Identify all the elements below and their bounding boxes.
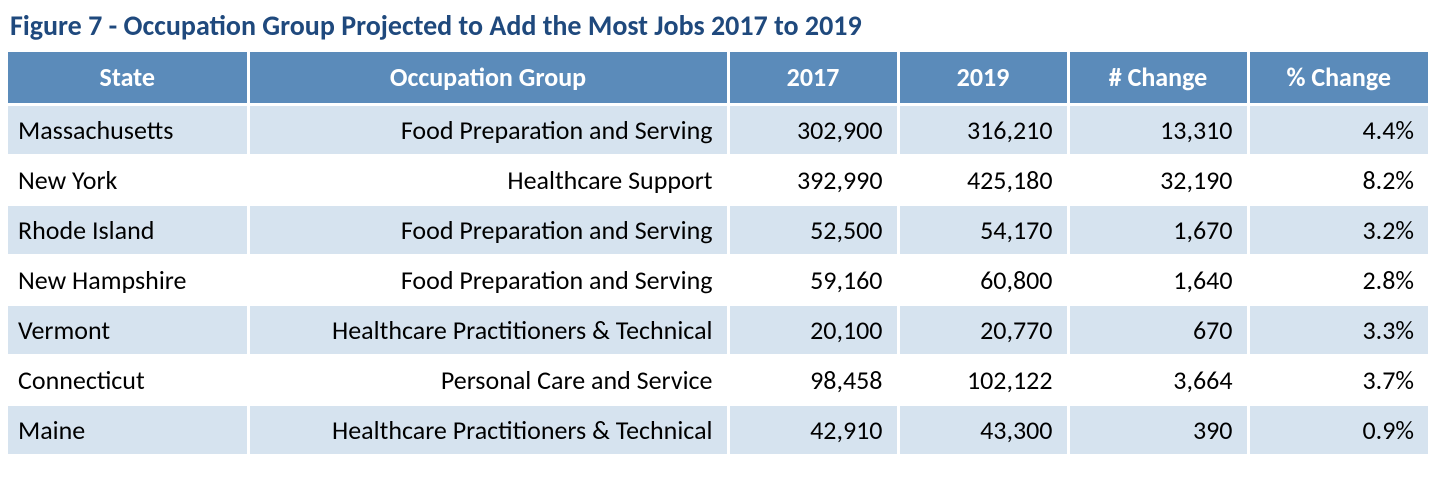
cell-pctchange: 8.2% [1248, 155, 1428, 205]
table-row: Connecticut Personal Care and Service 98… [8, 355, 1428, 405]
cell-state: Massachusetts [8, 105, 248, 156]
cell-state: Maine [8, 405, 248, 455]
cell-2019: 20,770 [898, 305, 1068, 355]
cell-occupation: Food Preparation and Serving [248, 105, 728, 156]
table-row: Vermont Healthcare Practitioners & Techn… [8, 305, 1428, 355]
col-header-pctchange: % Change [1248, 51, 1428, 105]
cell-2019: 102,122 [898, 355, 1068, 405]
cell-state: Connecticut [8, 355, 248, 405]
cell-2019: 43,300 [898, 405, 1068, 455]
cell-2017: 302,900 [728, 105, 898, 156]
cell-numchange: 670 [1068, 305, 1248, 355]
cell-pctchange: 3.2% [1248, 205, 1428, 255]
figure-title: Figure 7 - Occupation Group Projected to… [10, 8, 1436, 43]
table-row: Rhode Island Food Preparation and Servin… [8, 205, 1428, 255]
cell-numchange: 390 [1068, 405, 1248, 455]
cell-2017: 98,458 [728, 355, 898, 405]
cell-pctchange: 3.7% [1248, 355, 1428, 405]
table-row: New York Healthcare Support 392,990 425,… [8, 155, 1428, 205]
cell-2019: 425,180 [898, 155, 1068, 205]
cell-2017: 20,100 [728, 305, 898, 355]
cell-numchange: 1,640 [1068, 255, 1248, 305]
cell-state: New York [8, 155, 248, 205]
cell-2019: 60,800 [898, 255, 1068, 305]
cell-pctchange: 0.9% [1248, 405, 1428, 455]
cell-2017: 42,910 [728, 405, 898, 455]
cell-occupation: Personal Care and Service [248, 355, 728, 405]
cell-pctchange: 3.3% [1248, 305, 1428, 355]
cell-occupation: Healthcare Support [248, 155, 728, 205]
cell-2019: 316,210 [898, 105, 1068, 156]
table-row: Maine Healthcare Practitioners & Technic… [8, 405, 1428, 455]
col-header-2017: 2017 [728, 51, 898, 105]
cell-numchange: 32,190 [1068, 155, 1248, 205]
cell-numchange: 3,664 [1068, 355, 1248, 405]
cell-state: Vermont [8, 305, 248, 355]
col-header-numchange: # Change [1068, 51, 1248, 105]
col-header-2019: 2019 [898, 51, 1068, 105]
col-header-occupation: Occupation Group [248, 51, 728, 105]
table-header-row: State Occupation Group 2017 2019 # Chang… [8, 51, 1428, 105]
cell-2017: 52,500 [728, 205, 898, 255]
cell-occupation: Healthcare Practitioners & Technical [248, 305, 728, 355]
table-row: New Hampshire Food Preparation and Servi… [8, 255, 1428, 305]
cell-2017: 59,160 [728, 255, 898, 305]
cell-pctchange: 4.4% [1248, 105, 1428, 156]
jobs-table: State Occupation Group 2017 2019 # Chang… [8, 49, 1428, 456]
cell-occupation: Food Preparation and Serving [248, 255, 728, 305]
cell-numchange: 13,310 [1068, 105, 1248, 156]
cell-numchange: 1,670 [1068, 205, 1248, 255]
cell-state: Rhode Island [8, 205, 248, 255]
col-header-state: State [8, 51, 248, 105]
cell-2017: 392,990 [728, 155, 898, 205]
cell-state: New Hampshire [8, 255, 248, 305]
cell-occupation: Food Preparation and Serving [248, 205, 728, 255]
table-row: Massachusetts Food Preparation and Servi… [8, 105, 1428, 156]
cell-2019: 54,170 [898, 205, 1068, 255]
cell-occupation: Healthcare Practitioners & Technical [248, 405, 728, 455]
cell-pctchange: 2.8% [1248, 255, 1428, 305]
